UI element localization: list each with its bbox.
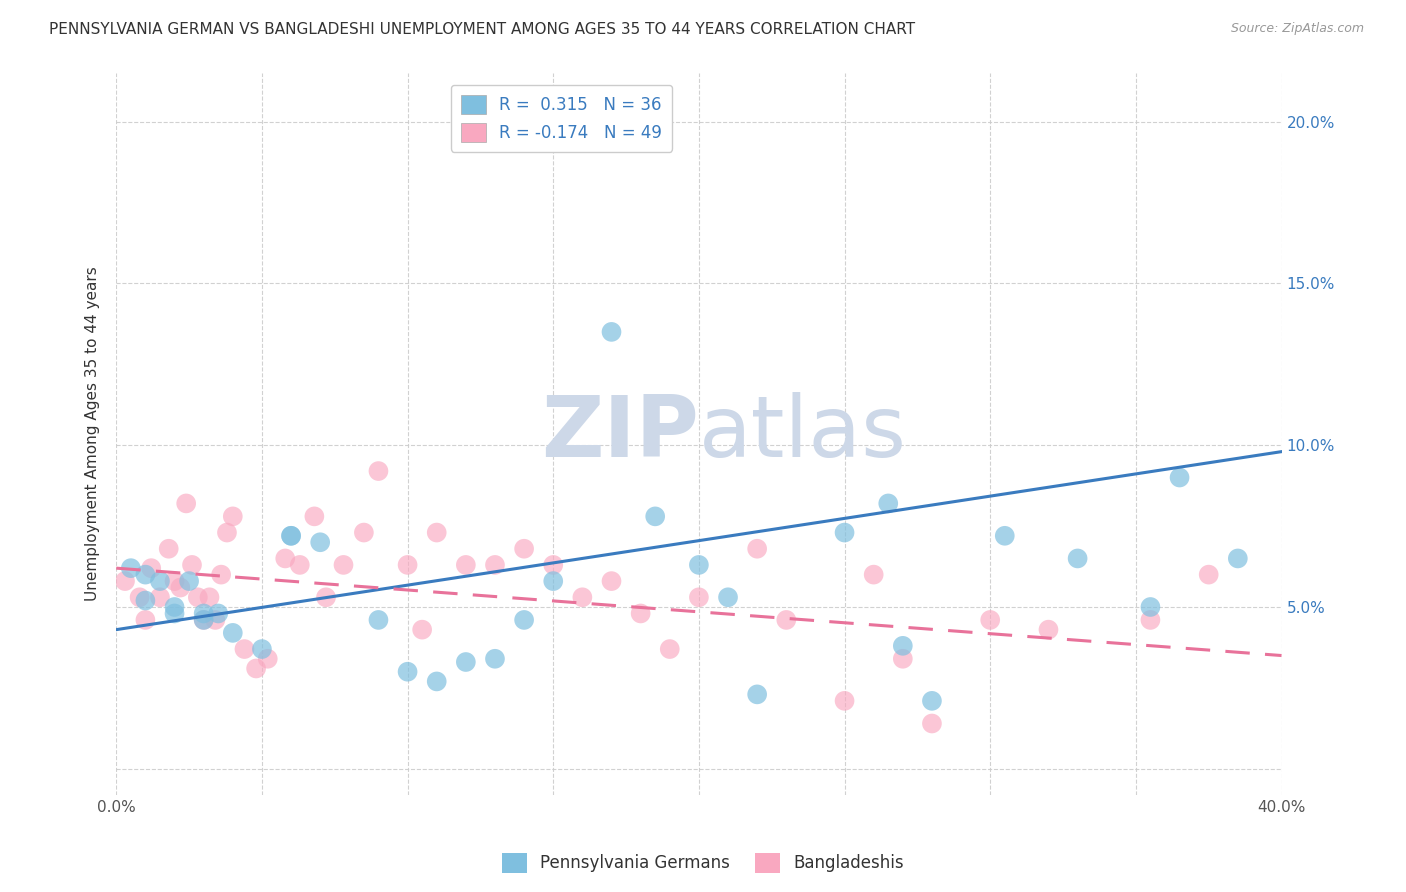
Point [198, 591, 221, 605]
Point [193, 607, 215, 621]
Point [834, 694, 856, 708]
Point [877, 496, 900, 510]
Point [1226, 551, 1249, 566]
Point [128, 591, 150, 605]
Point [233, 642, 256, 657]
Point [891, 652, 914, 666]
Text: Source: ZipAtlas.com: Source: ZipAtlas.com [1230, 22, 1364, 36]
Point [288, 558, 311, 572]
Point [304, 509, 326, 524]
Point [181, 558, 204, 572]
Text: atlas: atlas [699, 392, 907, 475]
Point [280, 529, 302, 543]
Legend: Pennsylvania Germans, Bangladeshis: Pennsylvania Germans, Bangladeshis [495, 847, 911, 880]
Point [120, 561, 142, 575]
Point [484, 558, 506, 572]
Point [274, 551, 297, 566]
Point [332, 558, 354, 572]
Point [688, 591, 710, 605]
Point [688, 558, 710, 572]
Point [177, 574, 200, 588]
Point [658, 642, 681, 657]
Point [484, 652, 506, 666]
Point [1066, 551, 1088, 566]
Text: PENNSYLVANIA GERMAN VS BANGLADESHI UNEMPLOYMENT AMONG AGES 35 TO 44 YEARS CORREL: PENNSYLVANIA GERMAN VS BANGLADESHI UNEMP… [49, 22, 915, 37]
Point [134, 593, 156, 607]
Point [747, 687, 769, 701]
Point [644, 509, 666, 524]
Legend: R =  0.315   N = 36, R = -0.174   N = 49: R = 0.315 N = 36, R = -0.174 N = 49 [451, 85, 672, 152]
Point [396, 558, 419, 572]
Point [353, 525, 375, 540]
Point [426, 674, 449, 689]
Point [513, 541, 536, 556]
Point [921, 694, 943, 708]
Point [134, 567, 156, 582]
Point [193, 613, 215, 627]
Point [256, 652, 278, 666]
Point [571, 591, 593, 605]
Point [1168, 470, 1191, 484]
Point [134, 613, 156, 627]
Point [141, 561, 163, 575]
Point [600, 574, 623, 588]
Point [1139, 599, 1161, 614]
Point [541, 574, 564, 588]
Point [187, 591, 209, 605]
Point [630, 607, 652, 621]
Point [834, 525, 856, 540]
Point [717, 591, 740, 605]
Point [1038, 623, 1060, 637]
Text: ZIP: ZIP [541, 392, 699, 475]
Point [979, 613, 1001, 627]
Point [367, 613, 389, 627]
Point [193, 613, 215, 627]
Point [163, 607, 186, 621]
Point [163, 574, 186, 588]
Point [891, 639, 914, 653]
Point [149, 591, 172, 605]
Point [513, 613, 536, 627]
Point [411, 623, 433, 637]
Point [1198, 567, 1220, 582]
Point [163, 599, 186, 614]
Point [149, 574, 172, 588]
Point [367, 464, 389, 478]
Point [747, 541, 769, 556]
Point [169, 581, 191, 595]
Point [315, 591, 337, 605]
Point [309, 535, 332, 549]
Point [396, 665, 419, 679]
Point [775, 613, 797, 627]
Point [994, 529, 1017, 543]
Y-axis label: Unemployment Among Ages 35 to 44 years: Unemployment Among Ages 35 to 44 years [86, 267, 100, 601]
Point [204, 613, 226, 627]
Point [207, 607, 229, 621]
Point [454, 558, 477, 572]
Point [245, 661, 267, 675]
Point [454, 655, 477, 669]
Point [215, 525, 238, 540]
Point [209, 567, 232, 582]
Point [921, 716, 943, 731]
Point [222, 626, 245, 640]
Point [426, 525, 449, 540]
Point [862, 567, 884, 582]
Point [600, 325, 623, 339]
Point [250, 642, 273, 657]
Point [157, 541, 180, 556]
Point [114, 574, 136, 588]
Point [1139, 613, 1161, 627]
Point [541, 558, 564, 572]
Point [222, 509, 245, 524]
Point [174, 496, 197, 510]
Point [280, 529, 302, 543]
